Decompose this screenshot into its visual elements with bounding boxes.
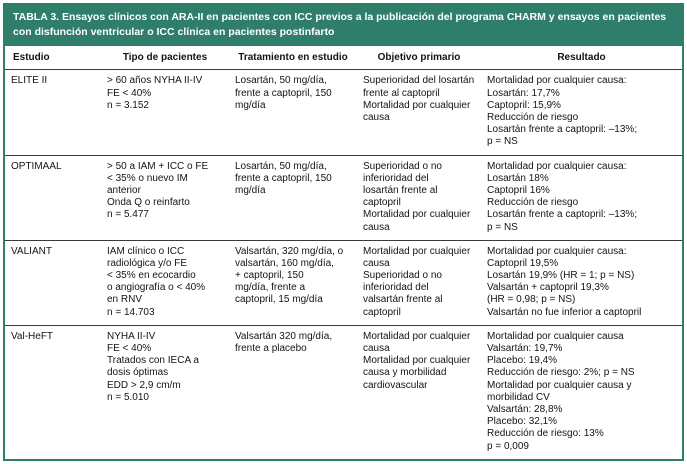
clinical-trials-table: Estudio Tipo de pacientes Tratamiento en… bbox=[5, 46, 682, 458]
column-header-resultado: Resultado bbox=[481, 46, 682, 71]
cell-resultado: Mortalidad por cualquier causa: Losartán… bbox=[481, 155, 682, 241]
table-title: TABLA 3. Ensayos clínicos con ARA-II en … bbox=[5, 5, 682, 47]
cell-tipo-pacientes: IAM clínico o ICC radiológica y/o FE < 3… bbox=[101, 240, 229, 326]
cell-estudio: VALIANT bbox=[5, 240, 101, 326]
table-row: Val-HeFT NYHA II-IV FE < 40% Tratados co… bbox=[5, 325, 682, 458]
cell-objetivo: Superioridad o no inferioridad del losar… bbox=[357, 155, 481, 241]
column-header-estudio: Estudio bbox=[5, 46, 101, 71]
cell-tipo-pacientes: NYHA II-IV FE < 40% Tratados con IECA a … bbox=[107, 330, 199, 403]
table-row: VALIANT IAM clínico o ICC radiológica y/… bbox=[5, 240, 682, 326]
cell-tratamiento: Losartán, 50 mg/día, frente a captopril,… bbox=[229, 69, 357, 156]
table-row: OPTIMAAL > 50 a IAM + ICC o FE < 35% o n… bbox=[5, 155, 682, 241]
table-row: ELITE II > 60 años NYHA II-IV FE < 40% n… bbox=[5, 69, 682, 156]
cell-resultado: Mortalidad por cualquier causa Valsartán… bbox=[487, 330, 635, 452]
cell-estudio: Val-HeFT bbox=[11, 330, 54, 342]
cell-tratamiento: Valsartán, 320 mg/día, o valsartán, 160 … bbox=[229, 240, 357, 326]
cell-objetivo: Mortalidad por cualquier causa Superiori… bbox=[357, 240, 481, 326]
header-row: Estudio Tipo de pacientes Tratamiento en… bbox=[5, 46, 682, 71]
cell-tratamiento: Valsartán 320 mg/día, frente a placebo bbox=[235, 330, 333, 354]
table-figure: TABLA 3. Ensayos clínicos con ARA-II en … bbox=[3, 3, 684, 461]
cell-estudio: ELITE II bbox=[5, 69, 101, 156]
cell-resultado: Mortalidad por cualquier causa: Captopri… bbox=[481, 240, 682, 326]
column-header-tipo-pacientes: Tipo de pacientes bbox=[101, 46, 229, 71]
column-header-tratamiento: Tratamiento en estudio bbox=[229, 46, 357, 71]
cell-objetivo: Mortalidad por cualquier causa Mortalida… bbox=[363, 330, 471, 391]
footnote: ARA-II: antagonistas de los receptores d… bbox=[5, 458, 682, 459]
cell-estudio: OPTIMAAL bbox=[5, 155, 101, 241]
cell-resultado: Mortalidad por cualquier causa: Losartán… bbox=[481, 69, 682, 156]
column-header-objetivo: Objetivo primario bbox=[357, 46, 481, 71]
cell-objetivo: Superioridad del losartán frente al capt… bbox=[357, 69, 481, 156]
cell-tipo-pacientes: > 50 a IAM + ICC o FE < 35% o nuevo IM a… bbox=[101, 155, 229, 241]
cell-tipo-pacientes: > 60 años NYHA II-IV FE < 40% n = 3.152 bbox=[101, 69, 229, 156]
cell-tratamiento: Losartán, 50 mg/día, frente a captopril,… bbox=[229, 155, 357, 241]
